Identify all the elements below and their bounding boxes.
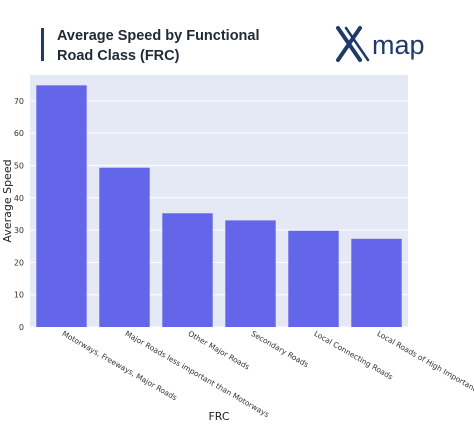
bar xyxy=(162,213,213,327)
chart-title: Average Speed by Functional Road Class (… xyxy=(57,28,260,64)
x-tick-label: Motorways, Freeways, Major Roads xyxy=(61,329,179,402)
bar xyxy=(99,167,150,327)
y-tick-label: 60 xyxy=(14,129,24,138)
bar xyxy=(225,220,276,327)
x-mark-icon xyxy=(336,26,370,62)
y-tick-label: 40 xyxy=(14,194,24,203)
bar xyxy=(36,85,87,327)
y-tick-label: 70 xyxy=(14,97,24,106)
title-accent-bar xyxy=(41,28,44,61)
y-tick-label: 10 xyxy=(14,291,24,300)
y-tick-label: 20 xyxy=(14,258,24,267)
bar xyxy=(288,230,339,327)
y-axis-label: Average Speed xyxy=(1,159,14,242)
y-tick-label: 30 xyxy=(14,226,24,235)
bars xyxy=(36,85,402,327)
bar xyxy=(351,238,402,327)
gridlines xyxy=(30,100,408,328)
logo-text: map xyxy=(372,30,425,60)
x-tick-label: Other Major Roads xyxy=(187,329,252,372)
y-tick-label: 0 xyxy=(19,323,24,332)
y-tick-label: 50 xyxy=(14,161,24,170)
plot-area xyxy=(30,75,408,327)
x-tick-label: Local Roads of High Importance xyxy=(376,329,474,397)
xmap-logo: map xyxy=(336,26,425,62)
x-tick-label: Secondary Roads xyxy=(250,329,311,369)
x-axis-label: FRC xyxy=(208,410,229,423)
y-axis-ticks: 0 10 20 30 40 50 60 70 xyxy=(14,97,24,332)
